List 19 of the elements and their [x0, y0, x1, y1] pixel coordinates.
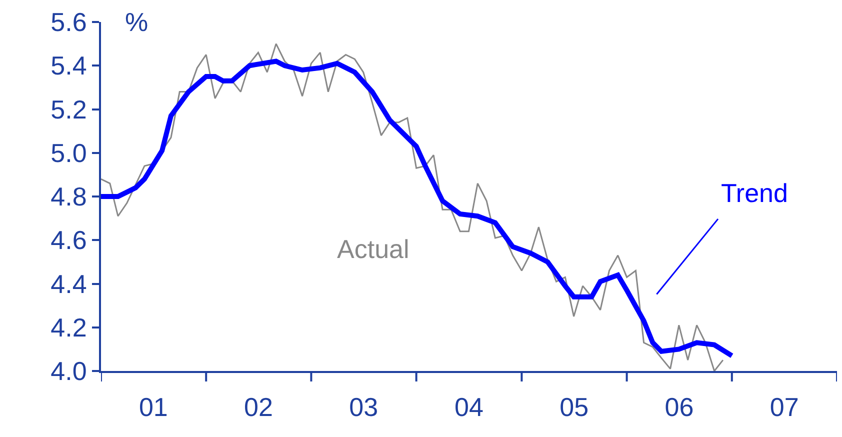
- x-tick-label: 01: [138, 392, 168, 422]
- x-tick-label: 05: [560, 392, 589, 422]
- series-label: Actual: [337, 234, 410, 264]
- y-tick-label: 4.2: [50, 312, 87, 342]
- x-tick-label: 04: [454, 392, 484, 422]
- text: Trend: [721, 178, 788, 208]
- y-tick-label: 5.2: [50, 94, 87, 124]
- y-tick-label: 4.0: [50, 356, 87, 386]
- y-tick-label: 4.6: [50, 225, 87, 256]
- x-tick-label: 03: [349, 392, 378, 422]
- y-tick-label: 4.4: [50, 268, 87, 299]
- y-tick-label: 5.6: [50, 7, 87, 38]
- x-tick-label: 06: [664, 392, 694, 422]
- y-tick-label: 5.0: [50, 138, 87, 168]
- x-tick-label: 02: [244, 392, 273, 422]
- x-tick-label: 07: [770, 392, 799, 422]
- y-tick-label: 5.4: [50, 50, 87, 81]
- y-axis-title: %: [125, 7, 148, 37]
- y-tick-label: 4.8: [50, 182, 87, 212]
